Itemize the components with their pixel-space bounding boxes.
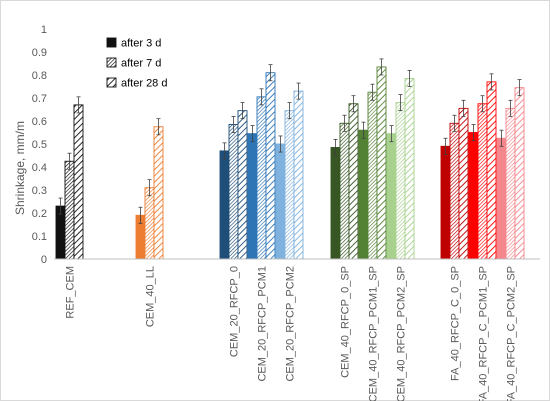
bar — [293, 90, 304, 260]
bar — [404, 77, 415, 260]
plot-area: 0 0.1 0.2 0.3 0.4 0.5 0.6 0.7 0.8 0.9 1 REF_CEM CEM_… — [32, 24, 540, 401]
error-bar — [351, 95, 356, 113]
legend-swatch — [106, 37, 117, 48]
bar — [219, 150, 230, 260]
error-bar — [268, 64, 273, 82]
legend: after 3 d after 7 d after 28 d — [106, 37, 167, 90]
error-bar — [67, 152, 72, 170]
bar — [486, 81, 497, 260]
x-category-label: REF_CEM — [65, 266, 77, 319]
bar — [376, 66, 387, 260]
x-category-label: CEM_40_RFCP_0_SP — [340, 266, 352, 378]
x-category-label: CEM_20_RFCP_0 — [229, 266, 241, 357]
x-category-label: CEM_40_RFCP_PCM2_SP — [396, 266, 408, 401]
x-category-label: CEM_40_RFCP_PCM1_SP — [368, 266, 380, 401]
y-tick-label: 1 — [41, 24, 47, 36]
legend-label: after 28 d — [121, 78, 167, 90]
error-bar — [138, 206, 143, 224]
error-bar — [240, 102, 245, 120]
error-bar — [398, 94, 403, 112]
error-bar — [76, 96, 81, 114]
bar — [440, 145, 451, 260]
error-bar — [342, 114, 347, 132]
bar — [395, 102, 406, 260]
bar — [468, 132, 479, 260]
bar — [449, 122, 460, 260]
x-category-label: FA_40_RFCP_C_PCM2_SP — [506, 266, 518, 401]
y-tick-label: 0.2 — [32, 208, 47, 220]
error-bar — [489, 73, 494, 91]
bar — [265, 72, 276, 260]
error-bar — [517, 79, 522, 97]
error-bar — [361, 121, 366, 139]
error-bar — [147, 179, 152, 197]
error-bar — [156, 118, 161, 136]
bar — [358, 129, 369, 260]
error-bar — [296, 82, 301, 100]
error-bar — [58, 197, 63, 215]
bar — [514, 87, 525, 260]
x-category-label: CEM_20_RFCP_PCM2 — [285, 266, 297, 382]
y-axis-title: Shrinkage, mm/m — [13, 121, 27, 215]
error-bar — [461, 99, 466, 117]
bar — [367, 91, 378, 260]
y-tick-label: 0 — [41, 254, 47, 266]
error-bar — [259, 88, 264, 106]
legend-label: after 7 d — [121, 58, 161, 70]
bar — [348, 103, 359, 260]
error-bar — [379, 58, 384, 76]
error-bar — [407, 70, 412, 87]
error-bar — [287, 102, 292, 120]
legend-label: after 3 d — [121, 38, 161, 50]
y-tick-label: 0.7 — [32, 93, 47, 105]
error-bar — [508, 99, 513, 117]
legend-swatch — [106, 57, 117, 68]
y-tick-label: 0.4 — [32, 162, 47, 174]
x-category-label: FA_40_RFCP_C_PCM1_SP — [478, 266, 490, 401]
legend-swatch — [106, 77, 117, 88]
bar — [386, 133, 397, 260]
bar — [247, 133, 258, 260]
error-bar — [231, 116, 236, 133]
y-tick-label: 0.8 — [32, 70, 47, 82]
y-tick-label: 0.9 — [32, 47, 47, 59]
error-bar — [443, 137, 448, 155]
bar — [477, 103, 488, 260]
bar — [256, 96, 267, 260]
y-tick-label: 0.6 — [32, 116, 47, 128]
bar — [64, 160, 75, 260]
bar — [237, 110, 248, 260]
bar — [284, 110, 295, 260]
error-bar — [222, 142, 227, 160]
x-category-label: CEM_40_LL — [145, 266, 157, 327]
bar — [330, 146, 341, 260]
error-bar — [333, 138, 338, 156]
y-tick-label: 0.1 — [32, 231, 47, 243]
bar — [275, 143, 286, 260]
bar — [496, 137, 507, 260]
error-bar — [499, 129, 504, 147]
bar — [73, 104, 84, 260]
error-bar — [370, 83, 375, 101]
error-bar — [250, 125, 255, 143]
bar — [153, 126, 164, 260]
y-tick-label: 0.5 — [32, 139, 47, 151]
bar — [458, 107, 469, 260]
x-category-label: CEM_20_RFCP_PCM1 — [257, 266, 269, 382]
y-tick-label: 0.3 — [32, 185, 47, 197]
error-bar — [471, 124, 476, 141]
bar — [144, 187, 155, 260]
bar — [339, 122, 350, 260]
bar — [228, 123, 239, 260]
error-bar — [278, 135, 283, 153]
error-bar — [389, 125, 394, 143]
error-bar — [452, 114, 457, 132]
bar — [505, 107, 516, 260]
x-category-label: FA_40_RFCP_C_0_SP — [450, 266, 462, 381]
error-bar — [480, 95, 485, 113]
